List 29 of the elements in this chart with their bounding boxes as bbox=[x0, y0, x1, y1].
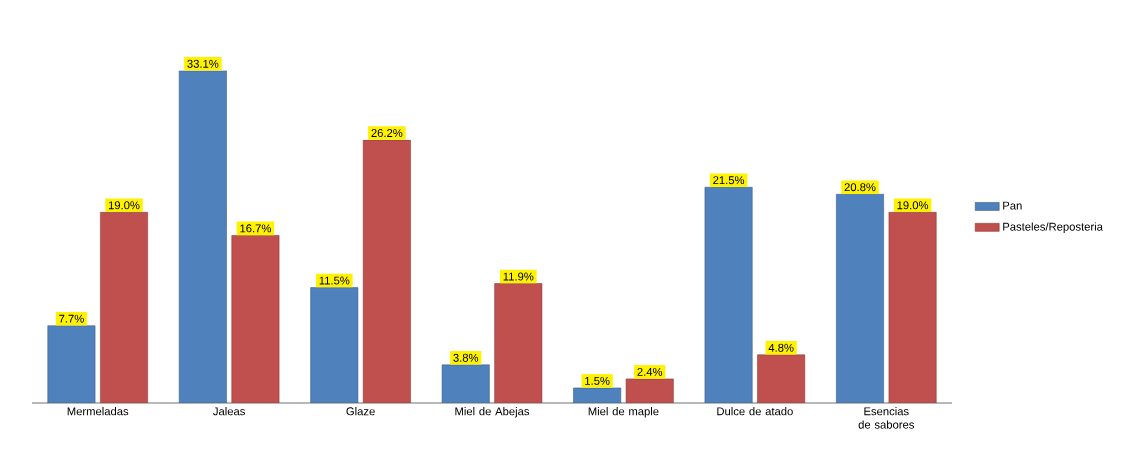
x-tick-label: Mermeladas bbox=[67, 407, 129, 416]
data-label: 11.9% bbox=[503, 272, 534, 281]
data-label: 11.5% bbox=[319, 276, 350, 285]
data-label: 33.1% bbox=[187, 59, 219, 68]
x-tick-label: Esencias de sabores bbox=[858, 407, 915, 429]
data-label: 21.5% bbox=[713, 176, 745, 185]
bar bbox=[178, 70, 227, 403]
data-label: 2.4% bbox=[637, 367, 663, 376]
x-tick-label: Jaleas bbox=[213, 407, 245, 416]
bar bbox=[362, 139, 411, 403]
x-tick-label: Miel de maple bbox=[588, 407, 659, 418]
bar bbox=[757, 354, 806, 403]
data-label: 1.5% bbox=[585, 376, 610, 385]
data-label: 3.8% bbox=[453, 353, 479, 362]
data-label: 19.0% bbox=[108, 201, 140, 210]
legend-label: Pasteles/Reposteria bbox=[1003, 222, 1103, 233]
bar bbox=[441, 364, 490, 403]
data-label: 16.7% bbox=[240, 224, 271, 233]
data-label: 4.8% bbox=[768, 343, 794, 352]
x-tick-label: Dulce de atado bbox=[717, 407, 793, 416]
data-label: 19.0% bbox=[897, 201, 929, 210]
data-label: 7.7% bbox=[59, 314, 84, 323]
data-label: 26.2% bbox=[371, 129, 403, 137]
bar bbox=[836, 194, 884, 403]
x-tick-label: Miel de Abejas bbox=[455, 407, 530, 418]
bar bbox=[100, 212, 148, 403]
legend-label: Pan bbox=[1003, 201, 1022, 210]
x-tick-label: Glaze bbox=[346, 407, 375, 416]
data-label: 20.8% bbox=[844, 183, 876, 192]
